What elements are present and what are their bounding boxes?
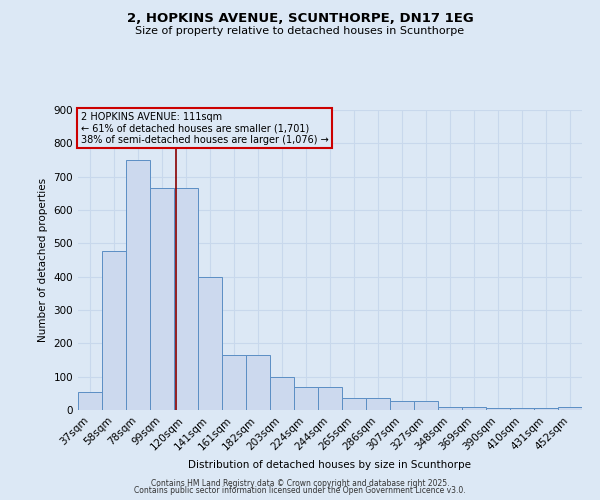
Text: 2 HOPKINS AVENUE: 111sqm
← 61% of detached houses are smaller (1,701)
38% of sem: 2 HOPKINS AVENUE: 111sqm ← 61% of detach…: [80, 112, 328, 144]
Bar: [78, 392, 102, 410]
Text: 2, HOPKINS AVENUE, SCUNTHORPE, DN17 1EG: 2, HOPKINS AVENUE, SCUNTHORPE, DN17 1EG: [127, 12, 473, 26]
Bar: [198, 276, 222, 410]
Bar: [222, 355, 246, 410]
Bar: [438, 406, 462, 410]
Bar: [486, 408, 510, 410]
Bar: [246, 355, 270, 410]
X-axis label: Distribution of detached houses by size in Scunthorpe: Distribution of detached houses by size …: [188, 460, 472, 470]
Bar: [462, 406, 486, 410]
Bar: [534, 408, 558, 410]
Bar: [150, 188, 174, 410]
Bar: [126, 160, 150, 410]
Bar: [510, 408, 534, 410]
Bar: [174, 188, 198, 410]
Bar: [102, 250, 126, 410]
Bar: [366, 398, 390, 410]
Text: Size of property relative to detached houses in Scunthorpe: Size of property relative to detached ho…: [136, 26, 464, 36]
Text: Contains public sector information licensed under the Open Government Licence v3: Contains public sector information licen…: [134, 486, 466, 495]
Bar: [390, 400, 414, 410]
Text: Contains HM Land Registry data © Crown copyright and database right 2025.: Contains HM Land Registry data © Crown c…: [151, 478, 449, 488]
Bar: [558, 406, 582, 410]
Bar: [414, 400, 438, 410]
Bar: [342, 398, 366, 410]
Bar: [318, 386, 342, 410]
Bar: [270, 376, 294, 410]
Y-axis label: Number of detached properties: Number of detached properties: [38, 178, 48, 342]
Bar: [294, 386, 318, 410]
